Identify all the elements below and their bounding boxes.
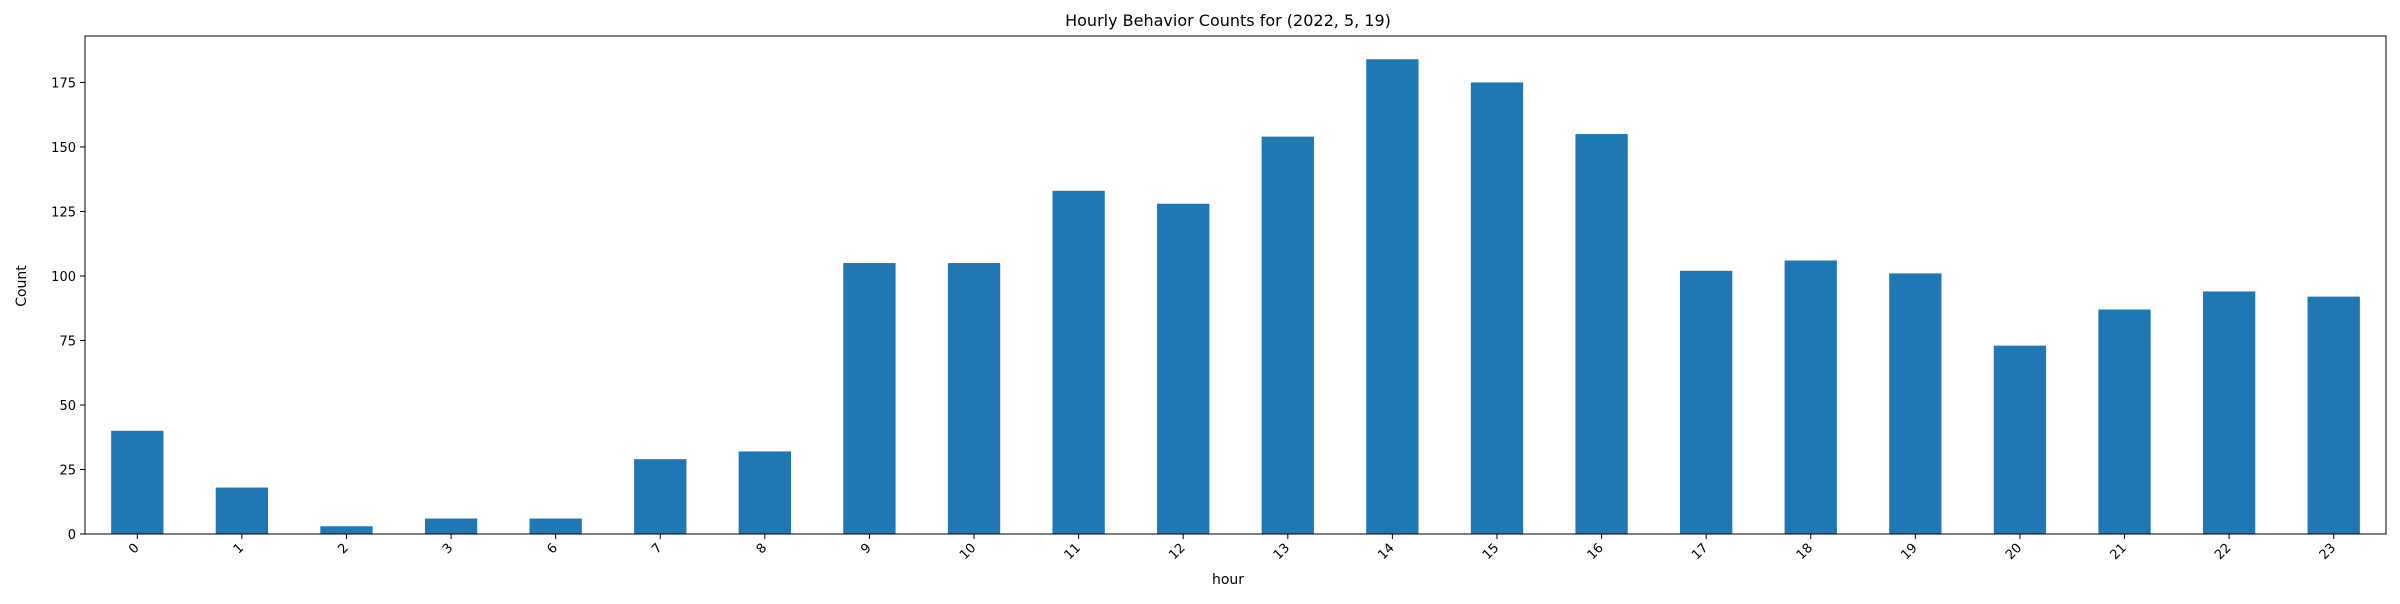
bar-12 [1157,203,1210,534]
bar-1 [215,487,269,534]
y-axis-label: Count [14,265,30,307]
bar-7 [634,459,687,534]
y-tick-label-25: 25 [59,463,76,478]
bar-23 [2307,296,2360,534]
y-tick-label-50: 50 [59,399,76,414]
bar-15 [1470,82,1524,534]
bar-11 [1052,190,1105,534]
x-axis-label: hour [1212,572,1244,588]
bar-0 [111,430,164,534]
bar-8 [738,451,791,534]
bar-16 [1575,134,1628,535]
bar-17 [1680,270,1733,534]
bar-20 [1993,345,2047,534]
bar-19 [1889,273,1942,534]
y-tick-label-175: 175 [51,76,76,91]
bar-22 [2202,291,2256,534]
bar-6 [529,518,582,534]
y-tick-label-100: 100 [51,270,76,285]
bar-21 [2098,309,2151,534]
y-tick-label-150: 150 [51,141,76,156]
bar-9 [843,263,896,534]
bar-2 [320,526,373,534]
bar-3 [424,518,478,534]
y-tick-label-125: 125 [51,205,76,220]
bar-13 [1261,136,1314,534]
bar-14 [1366,59,1419,534]
y-tick-label-0: 0 [68,528,76,543]
bar-18 [1784,260,1837,534]
bar-10 [947,263,1001,534]
axes-frame [84,35,2387,535]
y-tick-label-75: 75 [59,334,76,349]
chart-title: Hourly Behavior Counts for (2022, 5, 19) [1065,11,1391,30]
